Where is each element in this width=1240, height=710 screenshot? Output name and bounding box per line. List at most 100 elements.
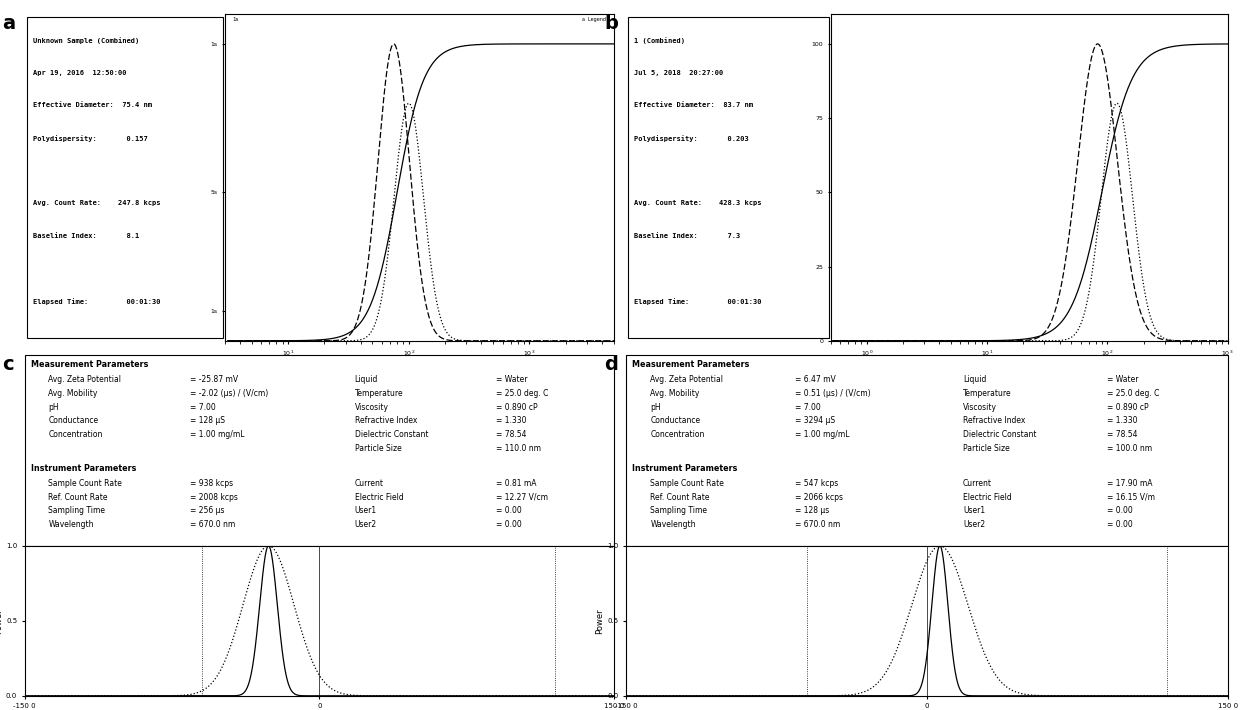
Text: = 1.00 mg/mL: = 1.00 mg/mL [190,430,244,439]
Text: Particle Size: Particle Size [355,444,402,452]
Text: Avg. Mobility: Avg. Mobility [650,389,699,398]
Text: Avg. Zeta Potential: Avg. Zeta Potential [650,376,723,384]
Text: Measurement Parameters: Measurement Parameters [632,361,750,369]
Text: Temperature: Temperature [355,389,403,398]
Text: b: b [604,14,618,33]
Text: = 1.330: = 1.330 [1107,416,1138,425]
Text: = 128 μs: = 128 μs [795,506,828,515]
Text: Polydispersity:       0.203: Polydispersity: 0.203 [635,135,749,142]
Text: = 1.00 mg/mL: = 1.00 mg/mL [795,430,849,439]
Text: Baseline Index:       7.3: Baseline Index: 7.3 [635,233,740,239]
Text: = 670.0 nm: = 670.0 nm [795,520,839,529]
Text: User1: User1 [355,506,377,515]
Text: Viscosity: Viscosity [963,403,997,412]
Text: = 2066 kcps: = 2066 kcps [795,493,843,502]
Text: = 6.47 mV: = 6.47 mV [795,376,836,384]
Text: Elapsed Time:         00:01:30: Elapsed Time: 00:01:30 [635,298,761,305]
Text: Current: Current [963,479,992,488]
Text: = 12.27 V/cm: = 12.27 V/cm [496,493,548,502]
Text: = 78.54: = 78.54 [1107,430,1138,439]
Text: Dielectric Constant: Dielectric Constant [355,430,428,439]
Text: c: c [2,355,14,374]
Text: 1s: 1s [233,18,239,23]
Text: Avg. Count Rate:    428.3 kcps: Avg. Count Rate: 428.3 kcps [635,200,761,207]
Text: = -25.87 mV: = -25.87 mV [190,376,238,384]
Text: = 0.00: = 0.00 [1107,506,1133,515]
Text: = 0.890 cP: = 0.890 cP [1107,403,1149,412]
Text: = 16.15 V/m: = 16.15 V/m [1107,493,1156,502]
Text: pH: pH [650,403,661,412]
Text: Baseline Index:       8.1: Baseline Index: 8.1 [32,233,139,239]
Text: a: a [2,14,16,33]
FancyBboxPatch shape [27,18,223,337]
Text: Particle Size: Particle Size [963,444,1009,452]
Text: Polydispersity:       0.157: Polydispersity: 0.157 [32,135,148,142]
Text: Conductance: Conductance [48,416,98,425]
Text: = -2.02 (μs) / (V/cm): = -2.02 (μs) / (V/cm) [190,389,268,398]
Text: Refractive Index: Refractive Index [963,416,1025,425]
Text: Sampling Time: Sampling Time [48,506,105,515]
Text: Sample Count Rate: Sample Count Rate [650,479,724,488]
Text: = 7.00: = 7.00 [190,403,216,412]
Text: Refractive Index: Refractive Index [355,416,417,425]
Text: Elapsed Time:         00:01:30: Elapsed Time: 00:01:30 [32,298,160,305]
Text: a  Legend: a Legend [582,18,606,23]
Text: Instrument Parameters: Instrument Parameters [31,464,136,473]
Text: d: d [604,355,618,374]
Text: = 670.0 nm: = 670.0 nm [190,520,234,529]
Text: Concentration: Concentration [48,430,103,439]
Text: = Water: = Water [496,376,527,384]
Text: User1: User1 [963,506,985,515]
Text: Viscosity: Viscosity [355,403,388,412]
Text: = 0.890 cP: = 0.890 cP [496,403,538,412]
Text: Avg. Mobility: Avg. Mobility [48,389,98,398]
FancyBboxPatch shape [626,355,1228,546]
Text: Electric Field: Electric Field [963,493,1012,502]
Text: Avg. Zeta Potential: Avg. Zeta Potential [48,376,122,384]
Text: Wavelength: Wavelength [650,520,696,529]
Text: = 547 kcps: = 547 kcps [795,479,838,488]
Text: Measurement Parameters: Measurement Parameters [31,361,148,369]
Text: Effective Diameter:  83.7 nm: Effective Diameter: 83.7 nm [635,102,754,109]
Text: = 100.0 nm: = 100.0 nm [1107,444,1152,452]
Text: Current: Current [355,479,383,488]
Text: Wavelength: Wavelength [48,520,94,529]
Text: = 110.0 nm: = 110.0 nm [496,444,541,452]
Text: = 128 μS: = 128 μS [190,416,224,425]
Text: Avg. Count Rate:    247.8 kcps: Avg. Count Rate: 247.8 kcps [32,200,160,207]
Text: = 0.00: = 0.00 [1107,520,1133,529]
Text: Ref. Count Rate: Ref. Count Rate [650,493,709,502]
Text: Dielectric Constant: Dielectric Constant [963,430,1037,439]
Y-axis label: Power: Power [0,608,4,633]
FancyBboxPatch shape [25,355,614,546]
Text: Liquid: Liquid [963,376,986,384]
Text: = 3294 μS: = 3294 μS [795,416,835,425]
Text: = 0.51 (μs) / (V/cm): = 0.51 (μs) / (V/cm) [795,389,870,398]
Text: Jul 5, 2018  20:27:00: Jul 5, 2018 20:27:00 [635,70,724,76]
Text: Sample Count Rate: Sample Count Rate [48,479,123,488]
Text: = 25.0 deg. C: = 25.0 deg. C [1107,389,1159,398]
Text: Apr 19, 2016  12:50:00: Apr 19, 2016 12:50:00 [32,70,126,76]
Text: = 938 kcps: = 938 kcps [190,479,233,488]
Text: Electric Field: Electric Field [355,493,403,502]
Text: = 0.00: = 0.00 [496,520,522,529]
Text: Sampling Time: Sampling Time [650,506,707,515]
Text: 1 (Combined): 1 (Combined) [635,37,686,44]
Text: Unknown Sample (Combined): Unknown Sample (Combined) [32,37,139,44]
Text: pH: pH [48,403,60,412]
Text: = 78.54: = 78.54 [496,430,527,439]
Text: Liquid: Liquid [355,376,378,384]
Text: Ref. Count Rate: Ref. Count Rate [48,493,108,502]
Text: Temperature: Temperature [963,389,1012,398]
Text: = 7.00: = 7.00 [795,403,821,412]
Text: = 2008 kcps: = 2008 kcps [190,493,238,502]
Text: Concentration: Concentration [650,430,704,439]
Text: = 1.330: = 1.330 [496,416,527,425]
Text: Instrument Parameters: Instrument Parameters [632,464,738,473]
Text: = 256 μs: = 256 μs [190,506,224,515]
Text: = Water: = Water [1107,376,1138,384]
X-axis label: Diameter (nm): Diameter (nm) [1003,364,1055,370]
Text: = 0.81 mA: = 0.81 mA [496,479,537,488]
FancyBboxPatch shape [629,18,828,337]
Text: = 17.90 mA: = 17.90 mA [1107,479,1153,488]
